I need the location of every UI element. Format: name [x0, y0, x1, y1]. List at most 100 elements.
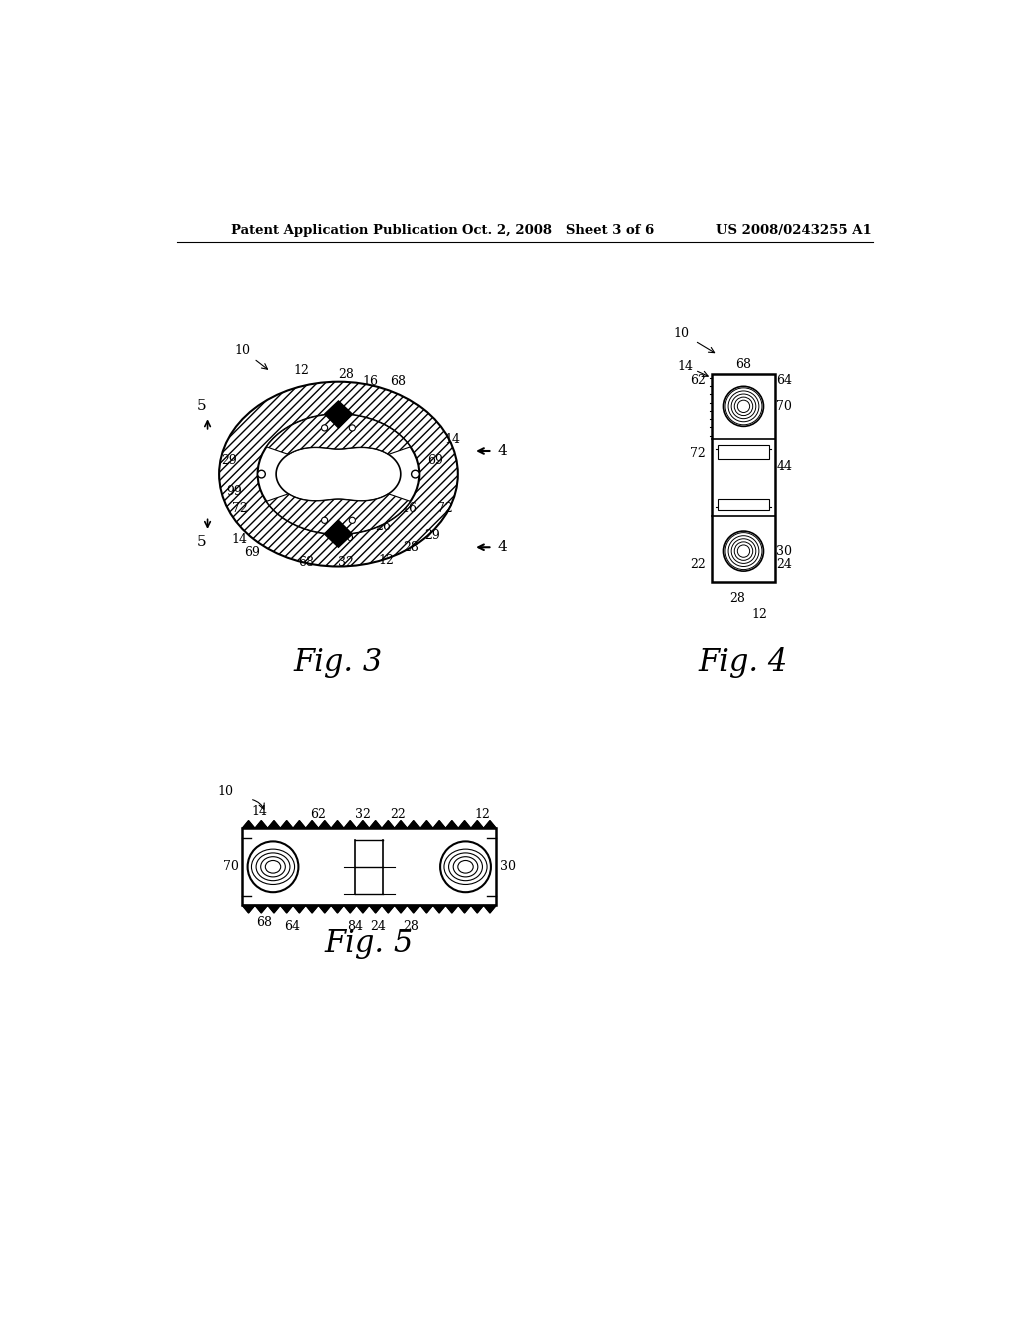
Text: 70: 70: [776, 400, 793, 413]
Polygon shape: [408, 906, 420, 913]
Text: 72: 72: [437, 502, 453, 515]
Polygon shape: [394, 821, 408, 829]
Text: 28: 28: [403, 541, 420, 554]
Polygon shape: [331, 906, 344, 913]
Text: 4: 4: [498, 540, 508, 554]
Polygon shape: [382, 906, 394, 913]
Polygon shape: [344, 906, 356, 913]
Text: 68: 68: [256, 916, 271, 929]
Text: 70: 70: [223, 861, 239, 874]
Text: US 2008/0243255 A1: US 2008/0243255 A1: [716, 223, 871, 236]
Text: 24: 24: [776, 558, 793, 572]
Text: 30: 30: [500, 861, 516, 874]
Polygon shape: [255, 821, 267, 829]
Polygon shape: [420, 821, 433, 829]
Polygon shape: [281, 906, 293, 913]
Text: 68: 68: [390, 375, 407, 388]
Text: 14: 14: [251, 805, 267, 818]
Circle shape: [349, 517, 355, 524]
Text: Fig. 4: Fig. 4: [698, 647, 788, 678]
Bar: [718, 445, 769, 459]
Polygon shape: [370, 821, 382, 829]
Text: 62: 62: [690, 374, 706, 387]
Text: 29: 29: [221, 454, 237, 467]
Polygon shape: [325, 401, 352, 428]
Text: Fig. 5: Fig. 5: [325, 928, 414, 960]
Bar: [718, 499, 769, 511]
Text: 64: 64: [285, 920, 300, 933]
Text: 14: 14: [231, 533, 248, 546]
Text: 4: 4: [498, 444, 508, 458]
Text: 68: 68: [735, 358, 752, 371]
Circle shape: [322, 517, 328, 524]
Text: Fig. 3: Fig. 3: [294, 647, 383, 678]
Polygon shape: [356, 906, 370, 913]
Circle shape: [258, 470, 265, 478]
Circle shape: [248, 841, 298, 892]
Text: 84: 84: [347, 920, 364, 933]
Text: 32: 32: [355, 808, 371, 821]
Text: 16: 16: [275, 502, 291, 515]
Text: 12: 12: [378, 554, 394, 566]
Polygon shape: [445, 821, 458, 829]
Polygon shape: [356, 821, 370, 829]
Text: 14: 14: [444, 433, 461, 446]
Text: 26: 26: [375, 520, 391, 533]
Polygon shape: [243, 906, 255, 913]
Polygon shape: [471, 821, 483, 829]
Text: 69: 69: [245, 546, 260, 560]
Polygon shape: [433, 821, 445, 829]
Text: 29: 29: [425, 529, 440, 543]
Polygon shape: [433, 906, 445, 913]
Polygon shape: [293, 821, 306, 829]
Polygon shape: [255, 906, 267, 913]
Polygon shape: [276, 447, 400, 500]
Text: Patent Application Publication: Patent Application Publication: [230, 223, 458, 236]
Ellipse shape: [258, 414, 419, 535]
Circle shape: [724, 387, 764, 426]
Text: 24: 24: [371, 920, 386, 933]
Text: 32: 32: [338, 556, 354, 569]
Text: 99: 99: [226, 484, 243, 498]
Polygon shape: [471, 906, 483, 913]
Text: 12: 12: [751, 607, 767, 620]
Text: 44: 44: [776, 459, 793, 473]
Polygon shape: [266, 414, 411, 454]
Polygon shape: [445, 906, 458, 913]
Text: 28: 28: [338, 367, 354, 380]
Polygon shape: [267, 906, 281, 913]
Circle shape: [412, 470, 419, 478]
Text: 72: 72: [232, 502, 248, 515]
Text: 72: 72: [690, 446, 706, 459]
Text: 30: 30: [776, 545, 793, 557]
Polygon shape: [382, 821, 394, 829]
Text: 62: 62: [309, 808, 326, 821]
Ellipse shape: [219, 381, 458, 566]
Text: 64: 64: [776, 374, 793, 387]
Text: 32: 32: [338, 471, 354, 484]
Polygon shape: [306, 821, 318, 829]
Bar: [243, 829, 497, 906]
Text: 12: 12: [294, 363, 309, 376]
Text: 14: 14: [677, 360, 693, 372]
Text: 22: 22: [690, 558, 706, 572]
Text: 16: 16: [338, 531, 354, 544]
Text: 66: 66: [375, 471, 391, 484]
Text: 10: 10: [673, 327, 689, 341]
Polygon shape: [325, 520, 352, 548]
Text: 10: 10: [217, 785, 233, 797]
Text: 69: 69: [427, 454, 442, 467]
Polygon shape: [266, 494, 411, 535]
Text: 12: 12: [474, 808, 490, 821]
Polygon shape: [420, 906, 433, 913]
Circle shape: [724, 531, 764, 572]
Circle shape: [440, 841, 490, 892]
Text: 66: 66: [338, 515, 354, 528]
Polygon shape: [293, 906, 306, 913]
Text: 10: 10: [234, 345, 250, 358]
Text: 28: 28: [729, 593, 745, 606]
Text: Oct. 2, 2008   Sheet 3 of 6: Oct. 2, 2008 Sheet 3 of 6: [462, 223, 654, 236]
Polygon shape: [318, 906, 331, 913]
Circle shape: [322, 425, 328, 432]
Bar: [712, 374, 775, 582]
